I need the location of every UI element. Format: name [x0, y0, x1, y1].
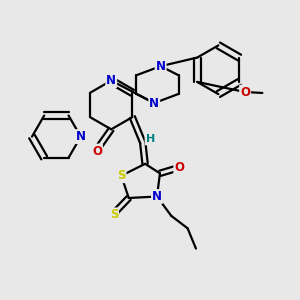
Text: N: N — [156, 60, 166, 73]
Text: H: H — [146, 134, 155, 144]
Text: S: S — [110, 208, 118, 221]
Text: S: S — [117, 169, 126, 182]
Text: N: N — [106, 74, 116, 87]
Text: N: N — [149, 97, 159, 110]
Text: O: O — [240, 85, 250, 98]
Text: N: N — [76, 130, 86, 143]
Text: N: N — [152, 190, 162, 203]
Text: O: O — [174, 161, 184, 175]
Text: O: O — [92, 145, 102, 158]
